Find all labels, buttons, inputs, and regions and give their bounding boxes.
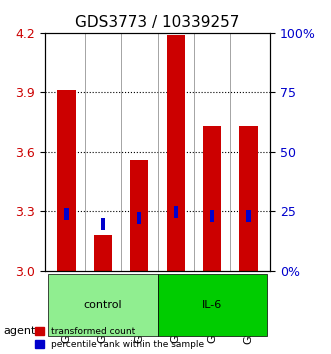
- FancyBboxPatch shape: [158, 274, 267, 336]
- Bar: [130, 160, 148, 271]
- Title: GDS3773 / 10339257: GDS3773 / 10339257: [75, 15, 240, 30]
- Text: IL-6: IL-6: [202, 300, 222, 310]
- Bar: [57, 90, 75, 271]
- Bar: [246, 210, 251, 222]
- Text: control: control: [83, 300, 122, 310]
- FancyBboxPatch shape: [48, 274, 158, 336]
- Bar: [239, 126, 258, 271]
- Bar: [210, 210, 214, 222]
- Bar: [94, 235, 112, 271]
- Bar: [173, 206, 178, 218]
- Bar: [64, 209, 69, 220]
- Bar: [203, 126, 221, 271]
- Bar: [166, 35, 185, 271]
- Bar: [101, 218, 105, 230]
- Bar: [137, 212, 141, 224]
- Legend: transformed count, percentile rank within the sample: transformed count, percentile rank withi…: [31, 323, 208, 353]
- Text: agent: agent: [3, 326, 36, 336]
